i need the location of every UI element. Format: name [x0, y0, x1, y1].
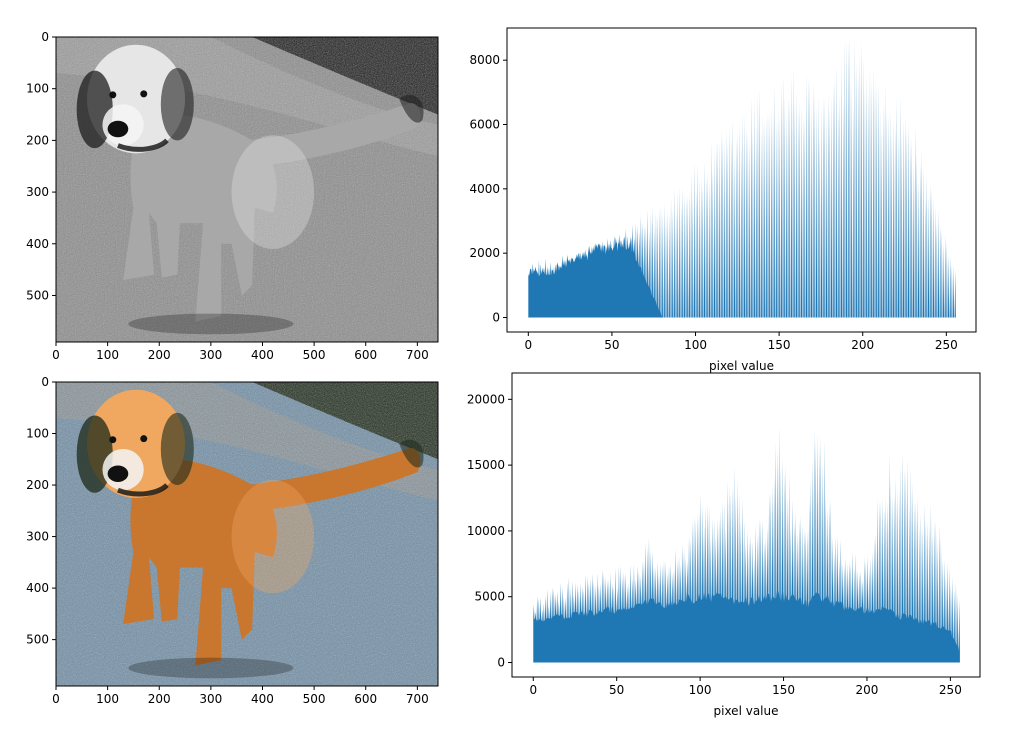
tail-tip [399, 439, 424, 468]
x-tick-label: 600 [354, 348, 377, 362]
x-tick-label: 200 [148, 348, 171, 362]
left-eye [109, 91, 117, 99]
y-tick-label: 8000 [469, 53, 500, 67]
grayscale-image-panel: 0 100 200 300 400 500 600 700 0 100 200 300 400 500 [26, 30, 439, 362]
y-tick-label: 2000 [469, 246, 500, 260]
x-tick-label: 200 [851, 338, 874, 352]
right-eye [140, 90, 148, 98]
x-tick-label: 300 [199, 348, 222, 362]
axes-frame [55, 36, 439, 343]
y-tick-label: 500 [26, 633, 49, 647]
x-tick-label: 100 [96, 692, 119, 706]
x-tick-label: 200 [856, 683, 879, 697]
x-tick-label: 500 [303, 692, 326, 706]
y-tick-label: 0 [497, 656, 505, 670]
histogram-series [528, 36, 956, 318]
hind-leg-highlight [231, 479, 315, 594]
y-tick-label: 0 [41, 375, 49, 389]
axes-frame [506, 27, 977, 333]
x-tick-label: 400 [251, 348, 274, 362]
y-tick-label: 0 [492, 311, 500, 325]
x-tick-label: 100 [689, 683, 712, 697]
x-tick-label: 0 [529, 683, 537, 697]
puppy-tail [247, 103, 421, 167]
x-tick-label: 150 [768, 338, 791, 352]
y-tick-label: 5000 [474, 590, 505, 604]
y-tick-label: 200 [26, 478, 49, 492]
x-tick-label: 0 [52, 348, 60, 362]
x-tick-label: 0 [524, 338, 532, 352]
x-tick-label: 300 [199, 692, 222, 706]
puppy [76, 44, 424, 322]
x-axis-label: pixel value [709, 359, 774, 373]
shadow [128, 657, 294, 679]
histogram-area [533, 427, 960, 663]
x-tick-label: 100 [684, 338, 707, 352]
nose [107, 465, 129, 482]
y-tick-label: 300 [26, 530, 49, 544]
nose [107, 120, 129, 138]
left-eye [109, 436, 117, 444]
tail-tip [399, 94, 424, 123]
photo [56, 37, 438, 342]
histogram-area [528, 36, 956, 318]
x-tick-label: 700 [406, 692, 429, 706]
grayscale-histogram-panel: 0 50 100 150 200 250 0 2000 4000 6000 8000 pixel va… [469, 27, 977, 373]
hind-leg-highlight [231, 135, 315, 249]
y-tick-label: 300 [26, 185, 49, 199]
y-tick-label: 100 [26, 427, 49, 441]
x-tick-label: 400 [251, 692, 274, 706]
x-tick-label: 600 [354, 692, 377, 706]
y-tick-label: 4000 [469, 182, 500, 196]
photo [56, 382, 438, 686]
y-tick-label: 20000 [467, 392, 505, 406]
right-ear [160, 412, 194, 486]
y-tick-label: 6000 [469, 118, 500, 132]
color-image-panel: 0 100 200 300 400 500 600 700 0 100 200 300 400 500 [26, 375, 439, 706]
y-tick-label: 15000 [467, 458, 505, 472]
puppy [76, 389, 424, 666]
x-tick-label: 700 [406, 348, 429, 362]
y-tick-label: 500 [26, 288, 49, 302]
y-tick-label: 400 [26, 237, 49, 251]
collar [117, 483, 169, 497]
y-tick-label: 10000 [467, 524, 505, 538]
x-tick-label: 100 [96, 348, 119, 362]
histogram-series [533, 427, 960, 663]
y-tick-label: 0 [41, 30, 49, 44]
x-tick-label: 500 [303, 348, 326, 362]
puppy-body [123, 113, 277, 322]
puppy-tail [247, 447, 421, 511]
x-tick-label: 200 [148, 692, 171, 706]
y-tick-label: 400 [26, 581, 49, 595]
x-tick-label: 150 [772, 683, 795, 697]
color-histogram-panel: 0 50 100 150 200 250 0 5000 10000 15000 20000 pixel… [467, 372, 981, 718]
y-tick-label: 100 [26, 82, 49, 96]
right-eye [140, 435, 148, 443]
x-tick-label: 250 [935, 338, 958, 352]
x-tick-label: 250 [939, 683, 962, 697]
axes-frame [55, 381, 439, 687]
collar [117, 138, 169, 152]
axes-frame [511, 372, 981, 678]
right-ear [160, 68, 194, 141]
x-tick-label: 0 [52, 692, 60, 706]
x-tick-label: 50 [604, 338, 619, 352]
y-tick-label: 200 [26, 133, 49, 147]
x-axis-label: pixel value [714, 704, 779, 718]
puppy-body [123, 458, 277, 666]
x-tick-label: 50 [609, 683, 624, 697]
shadow [128, 313, 294, 335]
